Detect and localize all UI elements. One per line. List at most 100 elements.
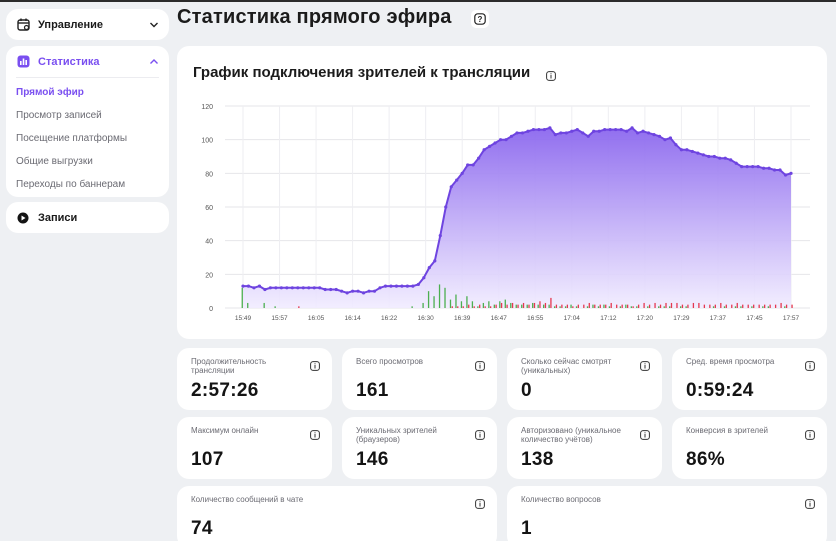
viewers-point[interactable] [542, 127, 546, 132]
viewers-point[interactable] [323, 287, 327, 292]
viewers-point[interactable] [372, 289, 377, 293]
viewers-point[interactable] [614, 127, 618, 132]
viewers-point[interactable] [772, 168, 777, 172]
viewers-point[interactable] [482, 148, 486, 152]
viewers-point[interactable] [526, 129, 530, 133]
viewers-point[interactable] [460, 171, 464, 175]
viewers-point[interactable] [756, 165, 760, 169]
viewers-point[interactable] [378, 286, 382, 290]
viewers-point[interactable] [312, 286, 316, 290]
viewers-point[interactable] [345, 291, 349, 295]
viewers-point[interactable] [762, 166, 766, 170]
viewers-point[interactable] [279, 286, 283, 290]
viewers-point[interactable] [718, 156, 722, 160]
sidebar-management-card[interactable]: Управление [6, 9, 169, 40]
info-icon[interactable] [310, 427, 320, 445]
viewers-point[interactable] [411, 284, 415, 288]
viewers-point[interactable] [641, 129, 645, 133]
sidebar-item-statistics[interactable]: Статистика [6, 46, 169, 77]
viewers-point[interactable] [597, 129, 601, 133]
viewers-point[interactable] [690, 149, 694, 154]
sidebar-subitem-banner-clicks[interactable]: Переходы по баннерам [16, 179, 126, 190]
info-icon[interactable] [546, 68, 557, 81]
viewers-point[interactable] [707, 154, 711, 159]
viewers-point[interactable] [630, 126, 634, 130]
viewers-point[interactable] [537, 127, 541, 132]
viewers-point[interactable] [444, 205, 448, 209]
viewers-point[interactable] [433, 259, 437, 263]
chevron-down-icon[interactable] [149, 20, 159, 30]
viewers-point[interactable] [351, 289, 355, 293]
viewers-point[interactable] [466, 163, 470, 167]
viewers-point[interactable] [635, 131, 640, 135]
viewers-point[interactable] [740, 165, 744, 169]
viewers-point[interactable] [751, 165, 755, 169]
viewers-point[interactable] [608, 127, 612, 132]
viewers-point[interactable] [619, 127, 623, 132]
viewers-point[interactable] [531, 127, 536, 132]
viewers-point[interactable] [416, 282, 420, 287]
viewers-point[interactable] [389, 284, 393, 288]
sidebar-subitem-recordings-views[interactable]: Просмотр записей [16, 110, 102, 121]
viewers-point[interactable] [290, 286, 294, 290]
viewers-point[interactable] [394, 284, 399, 288]
viewers-point[interactable] [383, 284, 388, 288]
viewers-point[interactable] [592, 129, 596, 133]
viewers-point[interactable] [553, 133, 557, 137]
viewers-point[interactable] [548, 126, 552, 130]
viewers-chart[interactable]: 0 20 40 60 80 100 120 15:49 15:57 16:05 16:14 16:22… [177, 46, 827, 339]
viewers-point[interactable] [685, 148, 689, 152]
viewers-point[interactable] [493, 141, 497, 145]
viewers-point[interactable] [246, 284, 251, 288]
viewers-point[interactable] [422, 276, 426, 280]
viewers-point[interactable] [488, 144, 492, 148]
viewers-point[interactable] [652, 133, 656, 137]
viewers-point[interactable] [789, 171, 793, 175]
viewers-point[interactable] [564, 131, 568, 135]
viewers-point[interactable] [296, 286, 300, 290]
viewers-point[interactable] [586, 134, 590, 138]
viewers-point[interactable] [515, 131, 519, 135]
chevron-up-icon[interactable] [149, 57, 159, 67]
sidebar-item-records[interactable]: Записи [6, 202, 169, 233]
info-icon[interactable] [640, 427, 650, 445]
viewers-point[interactable] [498, 138, 503, 142]
viewers-point[interactable] [471, 163, 475, 167]
info-icon[interactable] [475, 496, 485, 514]
viewers-point[interactable] [449, 185, 453, 189]
viewers-point[interactable] [603, 127, 607, 132]
viewers-point[interactable] [625, 129, 629, 133]
viewers-point[interactable] [356, 289, 360, 293]
viewers-point[interactable] [301, 286, 305, 290]
viewers-point[interactable] [575, 127, 579, 132]
sidebar-records-card[interactable]: Записи [6, 202, 169, 233]
viewers-point[interactable] [723, 156, 727, 160]
viewers-point[interactable] [400, 284, 404, 288]
info-icon[interactable] [805, 427, 815, 445]
viewers-point[interactable] [778, 168, 782, 172]
viewers-point[interactable] [559, 131, 563, 135]
viewers-point[interactable] [268, 286, 272, 290]
viewers-point[interactable] [241, 284, 245, 288]
viewers-point[interactable] [581, 131, 585, 135]
viewers-point[interactable] [329, 287, 333, 292]
viewers-point[interactable] [263, 287, 267, 292]
viewers-point[interactable] [701, 153, 705, 157]
sidebar-subitem-live[interactable]: Прямой эфир [16, 87, 84, 98]
help-button[interactable]: ? [471, 10, 489, 28]
viewers-point[interactable] [334, 287, 338, 292]
viewers-point[interactable] [257, 284, 262, 288]
viewers-point[interactable] [570, 129, 574, 133]
viewers-point[interactable] [767, 166, 771, 170]
info-icon[interactable] [805, 496, 815, 514]
sidebar-item-management[interactable]: Управление [6, 9, 169, 40]
info-icon[interactable] [805, 358, 815, 376]
info-icon[interactable] [475, 358, 485, 376]
viewers-point[interactable] [646, 131, 651, 135]
viewers-point[interactable] [509, 134, 514, 138]
info-icon[interactable] [310, 358, 320, 376]
info-icon[interactable] [640, 358, 650, 376]
viewers-point[interactable] [340, 289, 344, 293]
viewers-point[interactable] [361, 291, 366, 295]
viewers-point[interactable] [307, 286, 311, 290]
